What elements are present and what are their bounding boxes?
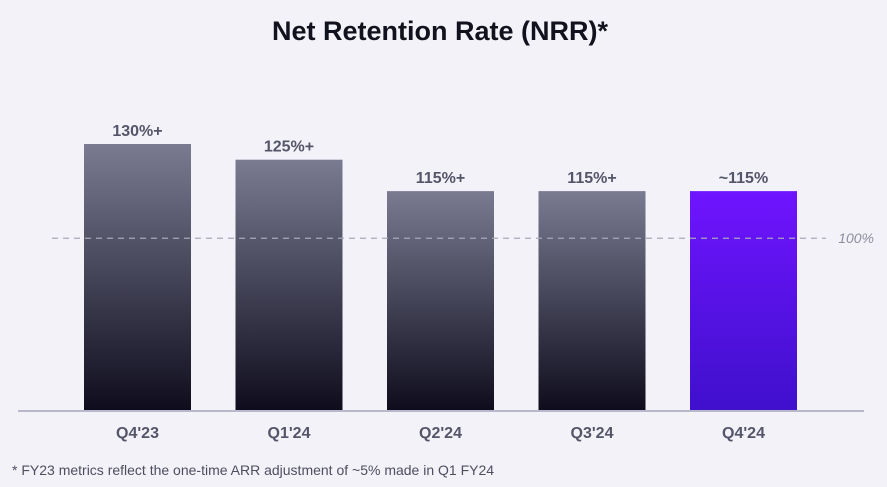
x-tick-label: Q2'24 [419, 425, 462, 442]
footnote: * FY23 metrics reflect the one-time ARR … [12, 462, 494, 478]
x-tick-label: Q1'24 [268, 425, 311, 442]
bar-group [84, 144, 797, 411]
reference-line-label: 100% [838, 230, 874, 246]
data-label: ~115% [719, 170, 768, 187]
data-label: 125%+ [264, 139, 314, 156]
data-label: 115%+ [567, 170, 616, 187]
bar-Q1'24 [235, 159, 343, 411]
data-label-group: 130%+ 125%+ 115%+ 115%+ ~115% [112, 123, 768, 187]
x-axis-tick-labels: Q4'23 Q1'24 Q2'24 Q3'24 Q4'24 [116, 425, 765, 442]
x-tick-label: Q3'24 [571, 425, 614, 442]
x-tick-label: Q4'23 [116, 425, 159, 442]
chart-title: Net Retention Rate (NRR)* [272, 16, 609, 46]
bar-Q2'24 [387, 191, 494, 411]
data-label: 115%+ [416, 170, 465, 187]
bar-Q4'23 [84, 144, 191, 411]
x-tick-label: Q4'24 [722, 425, 765, 442]
bar-Q3'24 [538, 191, 646, 411]
bar-Q4'24 [690, 191, 797, 411]
data-label: 130%+ [112, 123, 162, 140]
